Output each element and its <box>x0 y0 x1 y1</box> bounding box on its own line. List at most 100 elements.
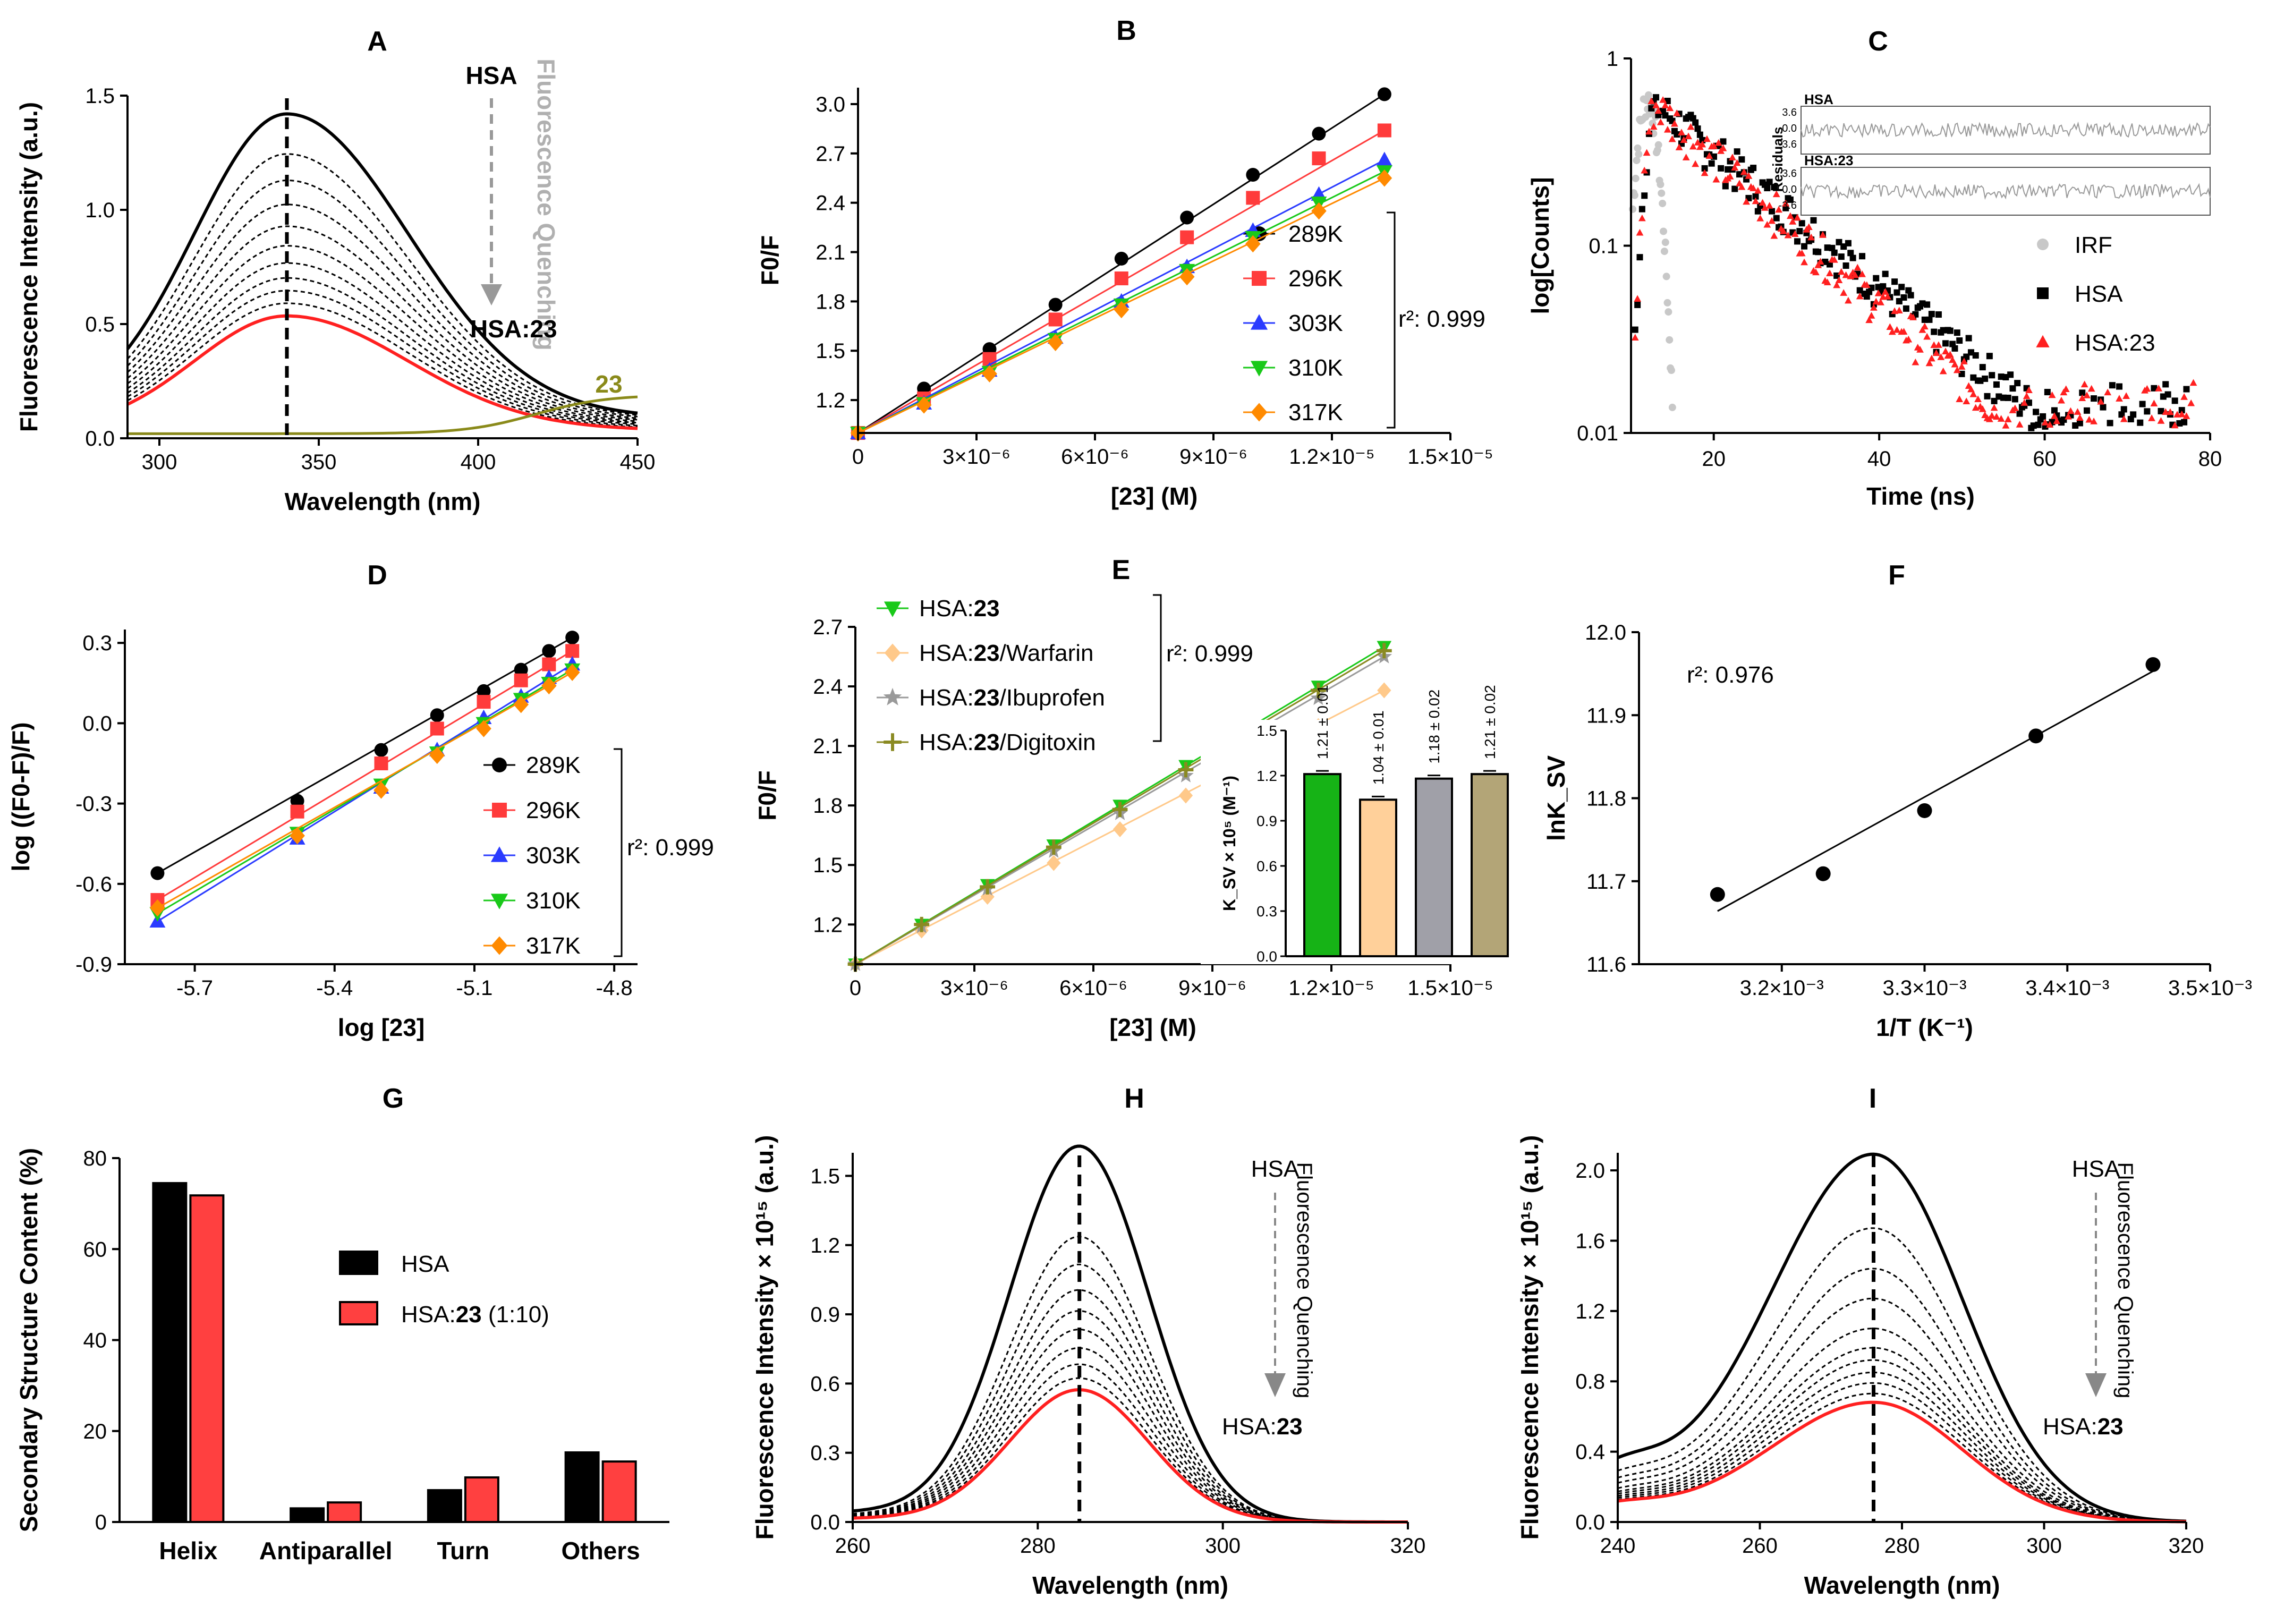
hsa23-point <box>2065 412 2073 420</box>
legend-label: HSA <box>401 1251 449 1277</box>
annotation-hsa: HSA <box>2072 1156 2120 1182</box>
legend-marker <box>1252 271 1267 286</box>
hsa23-point <box>1779 227 1787 234</box>
data-point <box>564 664 580 681</box>
hsa23-point <box>2116 395 2123 402</box>
hsa23-point <box>1703 135 1711 142</box>
hsa23-point <box>2074 408 2082 415</box>
data-point <box>1917 803 1932 818</box>
hsa23-point <box>1784 231 1792 239</box>
hsa-point <box>1648 105 1655 112</box>
data-point <box>514 662 528 677</box>
bar <box>464 1476 499 1523</box>
fit-line <box>157 664 573 922</box>
hsa23-point <box>1789 218 1797 225</box>
hsa-point <box>1674 131 1680 138</box>
hsa-point <box>1831 249 1838 256</box>
hsa-point <box>1731 185 1738 192</box>
hsa23-point <box>1636 228 1644 236</box>
hsa23-point <box>1884 293 1891 300</box>
fit-line <box>157 636 573 874</box>
hsa23-point <box>2051 412 2058 419</box>
titration-spectrum <box>126 179 638 418</box>
y-tick-label: 40 <box>83 1329 107 1353</box>
hsa23-point <box>1909 313 1917 320</box>
hsa23-point <box>1927 354 1935 362</box>
inset-bar-label: 1.18 ± 0.02 <box>1426 690 1442 764</box>
hsa23-point <box>1657 118 1664 125</box>
y-tick-label: 2.7 <box>813 616 843 639</box>
data-point <box>1376 151 1392 166</box>
titration-spectrum <box>126 203 638 419</box>
panel-title: E <box>1112 555 1131 585</box>
hsa23-point <box>2020 399 2028 406</box>
data-point <box>1048 312 1063 327</box>
hsa-point <box>2137 419 2144 426</box>
residual-panel-label: HSA:23 <box>1804 152 1853 168</box>
legend-label: 310K <box>1288 355 1343 381</box>
hsa23-point <box>2167 408 2174 415</box>
x-tick-label: 350 <box>301 450 337 474</box>
hsa-point <box>2051 407 2058 414</box>
hsa23-point <box>1852 271 1859 278</box>
hsa-point <box>1982 375 1989 382</box>
hsa23-point <box>1671 120 1678 127</box>
irf-point <box>1661 239 1669 246</box>
hsa23-point <box>2097 398 2105 405</box>
hsa23-point <box>2189 379 2197 386</box>
hsa-point <box>2025 399 2032 406</box>
hsa23-point <box>2162 408 2170 415</box>
bar <box>327 1501 362 1523</box>
x-axis-label: Wavelength (nm) <box>1032 1571 1228 1599</box>
hsa23-point <box>2104 388 2112 396</box>
irf-point <box>1657 181 1664 189</box>
hsa23-point <box>1830 256 1838 263</box>
irf-point <box>1654 141 1662 149</box>
legend-marker <box>1250 314 1268 330</box>
hsa23-point <box>1842 271 1850 278</box>
hsa-point <box>1868 284 1875 291</box>
x-tick-label: 6×10⁻⁶ <box>1059 976 1127 1000</box>
y-tick-label: 1 <box>1607 47 1618 71</box>
hsa23-point <box>1958 363 1966 370</box>
hsa23-point <box>2062 385 2070 392</box>
annotation-hsa23: HSA:23 <box>470 315 557 343</box>
hsa23-point <box>1794 214 1801 221</box>
legend-label: 317K <box>526 933 581 959</box>
titration-spectrum <box>126 153 638 416</box>
hsa23-point <box>1791 230 1799 237</box>
hsa23-point <box>1985 415 1993 422</box>
hsa-point <box>1815 249 1822 256</box>
hsa-point <box>2011 396 2018 403</box>
x-tick-label: 3×10⁻⁶ <box>942 445 1010 469</box>
hsa23-point <box>2087 385 2095 392</box>
x-axis-label: log [23] <box>338 1014 425 1041</box>
hsa-point <box>1986 353 1993 360</box>
titration-spectrum <box>852 1310 1408 1523</box>
hsa-point <box>1798 220 1805 227</box>
hsa23-point <box>1763 220 1771 228</box>
hsa-point <box>1847 250 1854 257</box>
hsa23-point <box>2150 399 2158 407</box>
legend-swatch <box>339 1251 378 1275</box>
r2-bracket <box>1153 594 1162 742</box>
bar <box>427 1489 462 1523</box>
residual-axis-label: Residuals <box>1770 127 1786 192</box>
y-tick-label: 11.9 <box>1586 704 1626 727</box>
data-point <box>150 899 165 917</box>
hsa23-point <box>1663 126 1671 133</box>
y-tick-label: 1.8 <box>816 290 845 313</box>
legend-marker <box>1250 361 1268 377</box>
hsa23-point <box>1775 206 1783 213</box>
legend-marker <box>1251 403 1268 422</box>
data-point <box>1815 866 1831 881</box>
hsa-point <box>1787 196 1794 203</box>
hsa-point <box>1810 217 1817 224</box>
x-tick-label: -5.1 <box>456 976 492 1000</box>
hsa23-point <box>1854 263 1862 271</box>
hsa-point <box>1769 208 1776 215</box>
inset-bar-label: 1.21 ± 0.02 <box>1482 685 1498 759</box>
hsa23-point <box>2148 414 2155 421</box>
data-point <box>430 708 444 722</box>
fit-line <box>157 669 573 914</box>
